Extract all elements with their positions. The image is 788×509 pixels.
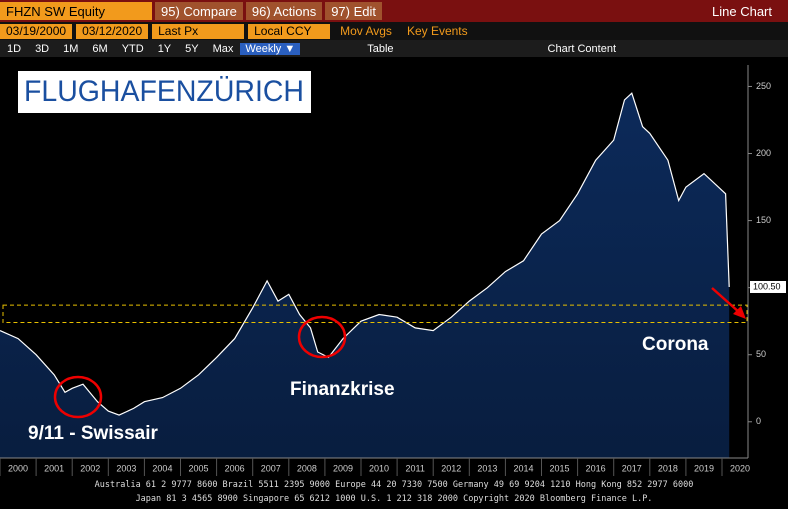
x-tick-label: 2012 xyxy=(441,463,461,473)
top-bar: FHZN SW Equity 95) Compare 96) Actions 9… xyxy=(0,0,788,22)
x-tick-label: 2013 xyxy=(477,463,497,473)
period-button[interactable]: YTD xyxy=(121,42,144,55)
ticker-input[interactable]: FHZN SW Equity xyxy=(0,2,152,20)
end-date[interactable]: 03/12/2020 xyxy=(76,23,149,39)
price-line xyxy=(0,92,730,416)
x-tick-label: 2000 xyxy=(8,463,28,473)
x-tick-label: 2005 xyxy=(189,463,209,473)
chart-content-button[interactable]: Chart Content xyxy=(547,42,616,55)
x-tick-label: 2004 xyxy=(152,463,172,473)
table-button[interactable]: Table xyxy=(367,42,394,55)
logo-bg xyxy=(18,71,311,113)
annotation: Corona xyxy=(642,334,709,355)
period-button[interactable]: 1M xyxy=(63,42,79,55)
edit-button[interactable]: 97) Edit xyxy=(325,2,383,20)
key-events[interactable]: Key Events xyxy=(406,24,468,38)
y-tick-label: 200 xyxy=(756,148,771,158)
logo: FLUGHAFENZÜRICH xyxy=(24,75,304,108)
x-tick-label: 2014 xyxy=(513,463,533,473)
price-area xyxy=(0,93,730,458)
y-tick-label: 250 xyxy=(756,81,771,91)
y-tick-label: 0 xyxy=(756,416,761,426)
x-tick-label: 2003 xyxy=(116,463,136,473)
x-tick-label: 2006 xyxy=(225,463,245,473)
period-button[interactable]: Max xyxy=(212,42,234,55)
x-tick-label: 2010 xyxy=(369,463,389,473)
currency-select[interactable]: Local CCY xyxy=(248,23,331,39)
period-button[interactable]: 5Y xyxy=(185,42,199,55)
x-tick-label: 2008 xyxy=(297,463,317,473)
actions-button[interactable]: 96) Actions xyxy=(245,2,323,20)
view-title: Line Chart xyxy=(712,3,772,19)
mov-avgs[interactable]: Mov Avgs xyxy=(340,24,392,38)
field-select[interactable]: Last Px xyxy=(152,23,245,39)
last-price-label: 100.50 xyxy=(753,281,781,291)
settings-bar: 03/19/2000 03/12/2020 Last Px Local CCY … xyxy=(0,22,788,40)
x-tick-label: 2009 xyxy=(333,463,353,473)
start-date[interactable]: 03/19/2000 xyxy=(0,23,73,39)
x-tick-label: 2019 xyxy=(694,463,714,473)
annotation: Finanzkrise xyxy=(290,379,395,400)
x-tick-label: 2015 xyxy=(550,463,570,473)
y-tick-label: 50 xyxy=(756,349,766,359)
compare-button[interactable]: 95) Compare xyxy=(155,2,243,20)
y-tick-label: 150 xyxy=(756,215,771,225)
last-price-tag xyxy=(750,280,786,293)
highlight-band xyxy=(2,304,748,324)
footer-line: Japan 81 3 4565 8900 Singapore 65 6212 1… xyxy=(135,494,653,504)
x-tick-label: 2002 xyxy=(80,463,100,473)
chart: 0501001502002502000200120022003200420052… xyxy=(0,57,788,478)
circle-marker xyxy=(297,315,347,359)
period-bar: 1D 3D 1M 6M YTD 1Y 5Y Max Weekly ▼ Table Chart Con… xyxy=(0,40,788,57)
axis-panel xyxy=(748,57,788,478)
period-button[interactable]: 3D xyxy=(35,42,50,55)
x-tick-label: 2018 xyxy=(658,463,678,473)
arrow-head xyxy=(733,306,746,319)
period-button[interactable]: 1D xyxy=(7,42,22,55)
x-tick-label: 2020 xyxy=(730,463,750,473)
x-tick-label: 2016 xyxy=(586,463,606,473)
arrow xyxy=(711,287,741,314)
footer-line: Australia 61 2 9777 8600 Brazil 5511 239… xyxy=(94,480,694,490)
x-tick-label: 2011 xyxy=(405,463,424,473)
period-button[interactable]: 6M xyxy=(92,42,108,55)
x-tick-label: 2007 xyxy=(261,463,281,473)
circle-marker xyxy=(53,375,103,419)
x-tick-label: 2001 xyxy=(44,463,64,473)
annotation: 9/11 - Swissair xyxy=(28,423,159,444)
period-button[interactable]: 1Y xyxy=(157,42,172,55)
frequency-select[interactable]: Weekly ▼ xyxy=(240,42,301,55)
x-tick-label: 2017 xyxy=(622,463,642,473)
